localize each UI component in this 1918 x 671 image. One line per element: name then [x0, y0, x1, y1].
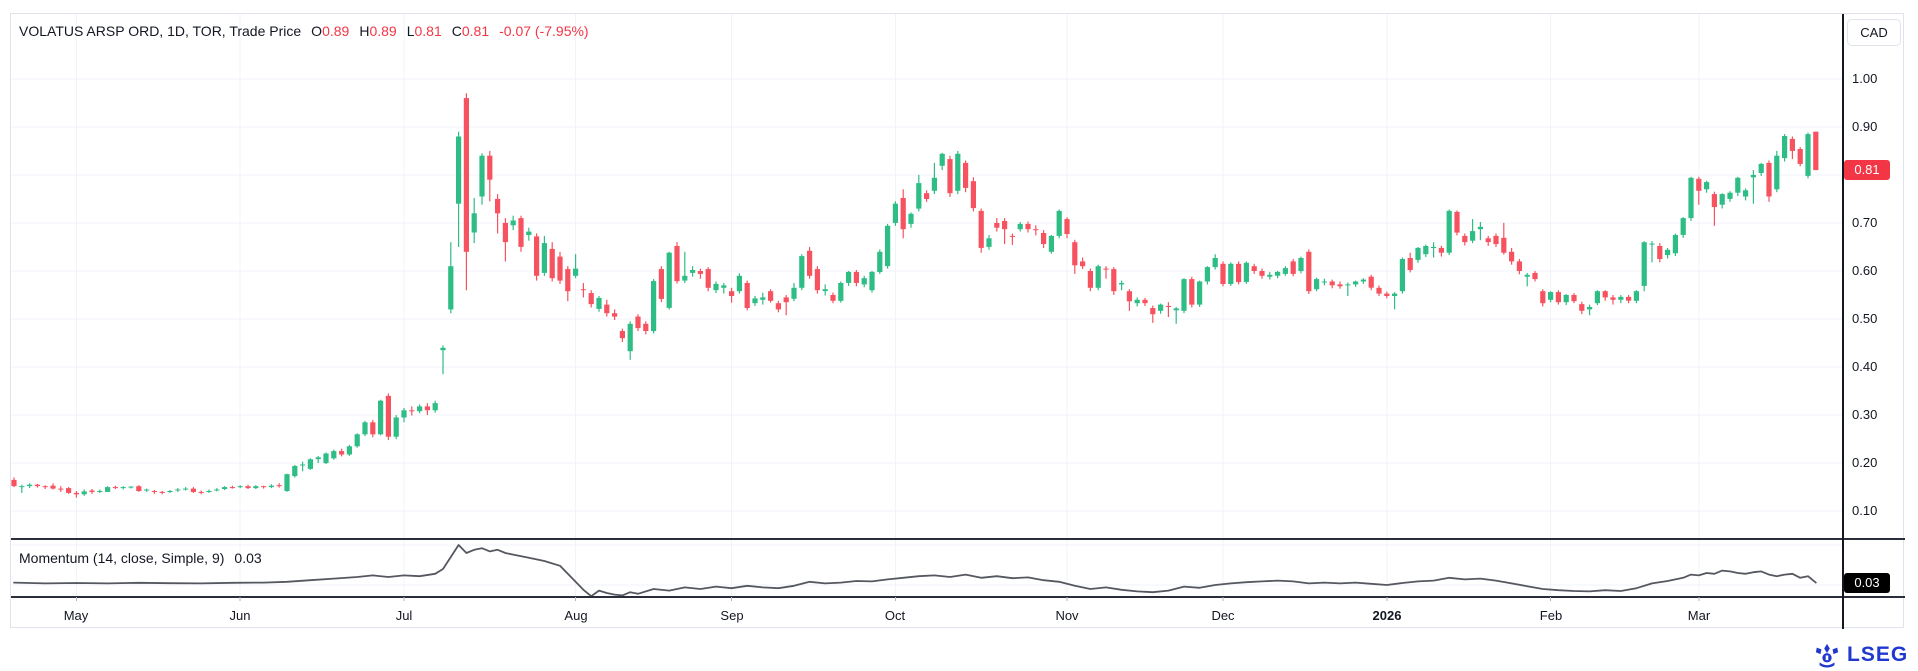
symbol-title[interactable]: VOLATUS ARSP ORD, 1D, TOR, Trade Price: [19, 23, 302, 39]
lseg-crest-icon: [1815, 643, 1839, 668]
high-value: H0.89: [359, 23, 397, 39]
month-label[interactable]: Sep: [720, 608, 744, 623]
price-tick-label[interactable]: 0.20: [1852, 455, 1878, 470]
price-tick-label[interactable]: 0.10: [1852, 503, 1878, 518]
open-value: O0.89: [311, 23, 350, 39]
lseg-logo: LSEG: [1812, 642, 1908, 668]
month-label[interactable]: Jun: [229, 608, 251, 623]
month-label[interactable]: Nov: [1055, 608, 1079, 623]
change-value: -0.07 (-7.95%): [499, 23, 589, 39]
indicator-label[interactable]: Momentum (14, close, Simple, 9): [19, 550, 225, 566]
month-label[interactable]: Feb: [1539, 608, 1563, 623]
chart-canvas[interactable]: [11, 14, 1905, 629]
month-label[interactable]: Aug: [564, 608, 588, 623]
price-tick-label[interactable]: 0.50: [1852, 311, 1878, 326]
month-label[interactable]: Mar: [1687, 608, 1711, 623]
price-tick-label[interactable]: 0.60: [1852, 263, 1878, 278]
low-value: L0.81: [406, 23, 442, 39]
price-tick-label[interactable]: 0.90: [1852, 119, 1878, 134]
price-tick-label[interactable]: 0.30: [1852, 407, 1878, 422]
lseg-wordmark: LSEG: [1847, 643, 1909, 666]
price-tick-label[interactable]: 0.40: [1852, 359, 1878, 374]
legend[interactable]: VOLATUS ARSP ORD, 1D, TOR, Trade Price O…: [19, 22, 589, 40]
indicator-legend[interactable]: Momentum (14, close, Simple, 9) 0.03: [19, 550, 262, 566]
close-value: C0.81: [451, 23, 490, 39]
month-label[interactable]: Dec: [1211, 608, 1235, 623]
current-price-badge: 0.81: [1844, 160, 1890, 180]
month-label[interactable]: Oct: [884, 608, 906, 623]
month-label[interactable]: Jul: [395, 608, 413, 623]
currency-button[interactable]: CAD: [1847, 19, 1901, 46]
indicator-value: 0.03: [234, 550, 262, 566]
price-tick-label[interactable]: 1.00: [1852, 71, 1878, 86]
ohlc-values: O0.89 H0.89 L0.81 C0.81 -0.07 (-7.95%): [311, 23, 588, 39]
price-tick-label[interactable]: 0.70: [1852, 215, 1878, 230]
month-label[interactable]: 2026: [1372, 608, 1402, 623]
chart-widget: VOLATUS ARSP ORD, 1D, TOR, Trade Price O…: [10, 13, 1905, 629]
momentum-value-badge: 0.03: [1844, 573, 1890, 593]
month-label[interactable]: May: [63, 608, 89, 623]
